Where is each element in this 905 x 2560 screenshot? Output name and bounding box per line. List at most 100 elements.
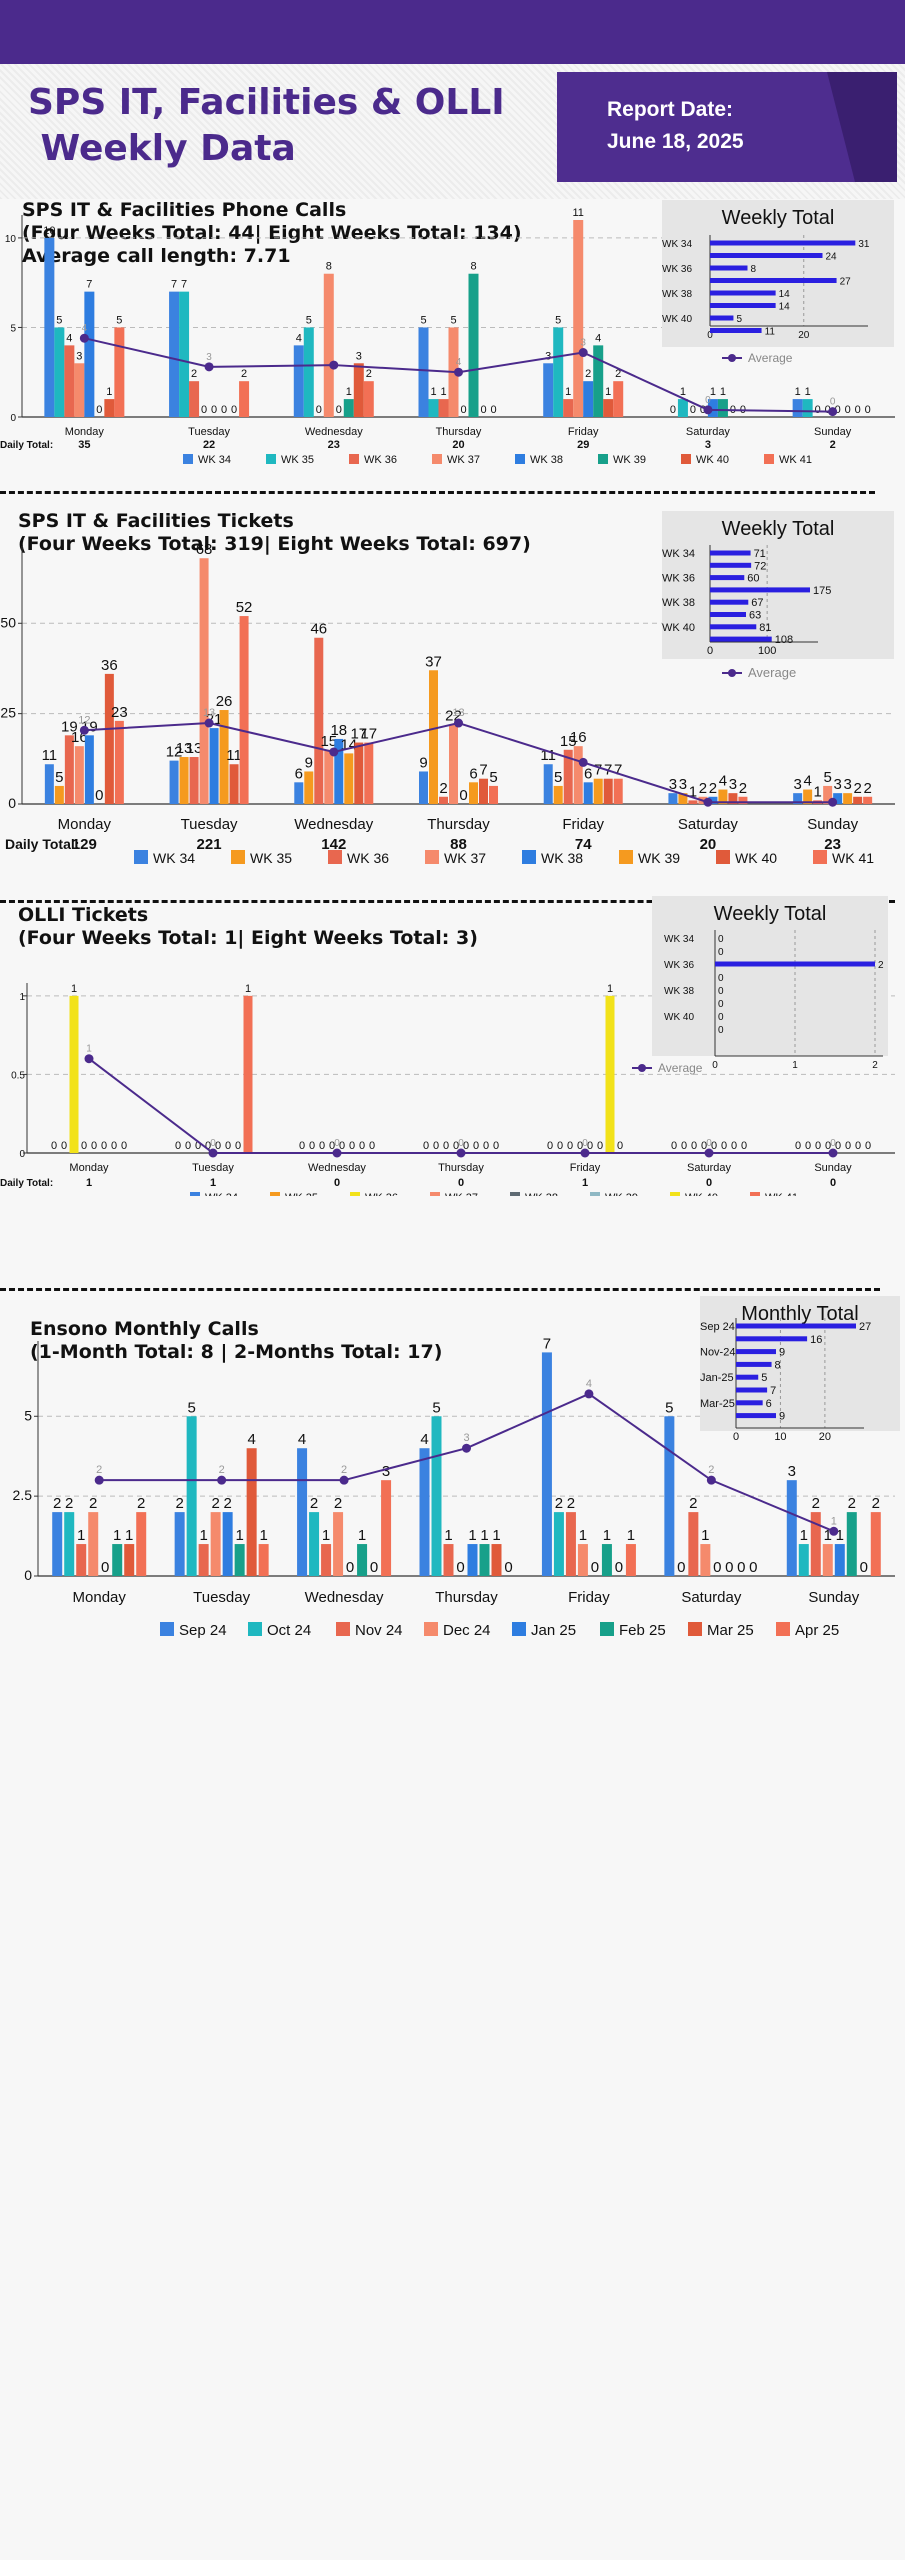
bar: [323, 273, 334, 417]
bar-value-label: 1: [113, 1527, 121, 1544]
bar: [174, 1512, 185, 1576]
bar: [833, 793, 843, 804]
bar-value-label: 0: [195, 1140, 201, 1152]
average-label: 0: [210, 1138, 216, 1149]
daily-total-value: 3: [705, 439, 711, 451]
daily-total-value: 22: [203, 439, 215, 451]
bar-value-label: 0: [815, 1140, 821, 1152]
legend-label: WK 36: [365, 1192, 398, 1196]
legend-swatch: [248, 1622, 262, 1636]
average-label: 0: [830, 1138, 836, 1149]
bar: [52, 1512, 63, 1576]
inset-tick-label: 0: [733, 1431, 739, 1443]
bar-value-label: 1: [795, 386, 801, 398]
legend-label: Feb 25: [619, 1622, 666, 1639]
legend-swatch: [515, 454, 525, 464]
category-label: Friday: [562, 816, 604, 833]
daily-total-label: Daily Total:: [5, 836, 79, 852]
legend-swatch: [619, 850, 633, 864]
bar: [543, 764, 553, 804]
bar-value-label: 1: [813, 783, 821, 800]
average-label: 0: [706, 1138, 712, 1149]
bar-value-label: 68: [196, 541, 213, 558]
page-title-line2: Weekly Data: [28, 128, 296, 169]
legend-swatch: [231, 850, 245, 864]
olli-title-line2: (Four Weeks Total: 1| Eight Weeks Total:…: [18, 927, 478, 949]
bar-value-label: 0: [211, 404, 217, 416]
bar-value-label: 11: [226, 747, 242, 764]
bar-value-label: 17: [360, 726, 377, 743]
category-label: Saturday: [678, 816, 739, 833]
average-point: [456, 1148, 466, 1158]
inset-bar: [710, 612, 746, 617]
phone-calls-title-line2: (Four Weeks Total: 44| Eight Weeks Total…: [22, 222, 522, 244]
bar-value-label: 2: [137, 1495, 145, 1512]
bar-value-label: 1: [701, 1527, 709, 1544]
bar-value-label: 0: [835, 1140, 841, 1152]
bar: [419, 771, 428, 804]
inset-bar: [710, 587, 810, 593]
bar-value-label: 4: [803, 773, 811, 790]
tickets-title-line2: (Four Weeks Total: 319| Eight Weeks Tota…: [18, 533, 531, 555]
bar-value-label: 3: [382, 1463, 390, 1480]
inset-bar: [710, 303, 776, 308]
legend-label: WK 37: [444, 850, 486, 866]
category-label: Sunday: [814, 1162, 852, 1174]
bar-value-label: 0: [235, 1140, 241, 1152]
bar-value-label: 13: [186, 740, 203, 757]
inset-title: Weekly Total: [722, 207, 835, 229]
legend-swatch: [688, 1622, 702, 1636]
bar-value-label: 2: [863, 780, 871, 797]
legend-label: WK 38: [525, 1192, 558, 1196]
bar-value-label: 2: [689, 1495, 697, 1512]
phone-calls-title-line1: SPS IT & Facilities Phone Calls: [22, 199, 347, 221]
inset-value-label: 8: [775, 1359, 781, 1371]
legend-swatch: [598, 454, 608, 464]
bar: [334, 738, 344, 804]
category-label: Monday: [58, 816, 112, 833]
bar-value-label: 1: [235, 1527, 243, 1544]
legend-swatch: [424, 1622, 438, 1636]
average-point: [339, 1475, 349, 1485]
bar-value-label: 0: [231, 404, 237, 416]
inset-bar: [715, 961, 875, 967]
inset-value-label: 27: [859, 1321, 871, 1333]
inset-bar: [736, 1336, 808, 1342]
inset-value-label: 31: [858, 239, 870, 250]
bar-value-label: 1: [468, 1527, 476, 1544]
inset-bar: [710, 599, 749, 605]
bar: [88, 1512, 99, 1576]
legend-label: WK 38: [541, 850, 583, 866]
bar: [583, 381, 594, 417]
bar-value-label: 2: [223, 1495, 231, 1512]
bar-value-label: 0: [91, 1140, 97, 1152]
daily-total-value: 23: [824, 836, 841, 853]
average-point: [703, 797, 713, 807]
average-label: 0: [830, 397, 836, 408]
bar-value-label: 5: [116, 314, 122, 326]
category-label: Monday: [73, 1589, 127, 1606]
inset-bar: [710, 265, 748, 271]
average-label: 3: [580, 338, 586, 349]
bar-value-label: 4: [66, 332, 72, 344]
legend-swatch: [350, 1192, 360, 1196]
average-label: 1: [831, 1515, 837, 1527]
bar-value-label: 8: [470, 261, 476, 273]
bar: [469, 782, 478, 804]
legend-label: WK 34: [153, 850, 195, 866]
bar: [563, 399, 574, 417]
inset-bar: [710, 253, 823, 258]
bar-value-label: 19: [61, 718, 78, 735]
bar-value-label: 0: [339, 1140, 345, 1152]
legend-swatch: [425, 850, 439, 864]
category-label: Sunday: [814, 426, 852, 438]
bar: [613, 778, 623, 804]
bar-value-label: 0: [617, 1140, 623, 1152]
bar: [553, 785, 563, 804]
average-point: [462, 1443, 471, 1453]
bar-value-label: 15: [320, 733, 337, 750]
bar-value-label: 11: [42, 747, 58, 764]
bar-value-label: 0: [225, 1140, 231, 1152]
bar-value-label: 2: [89, 1495, 97, 1512]
